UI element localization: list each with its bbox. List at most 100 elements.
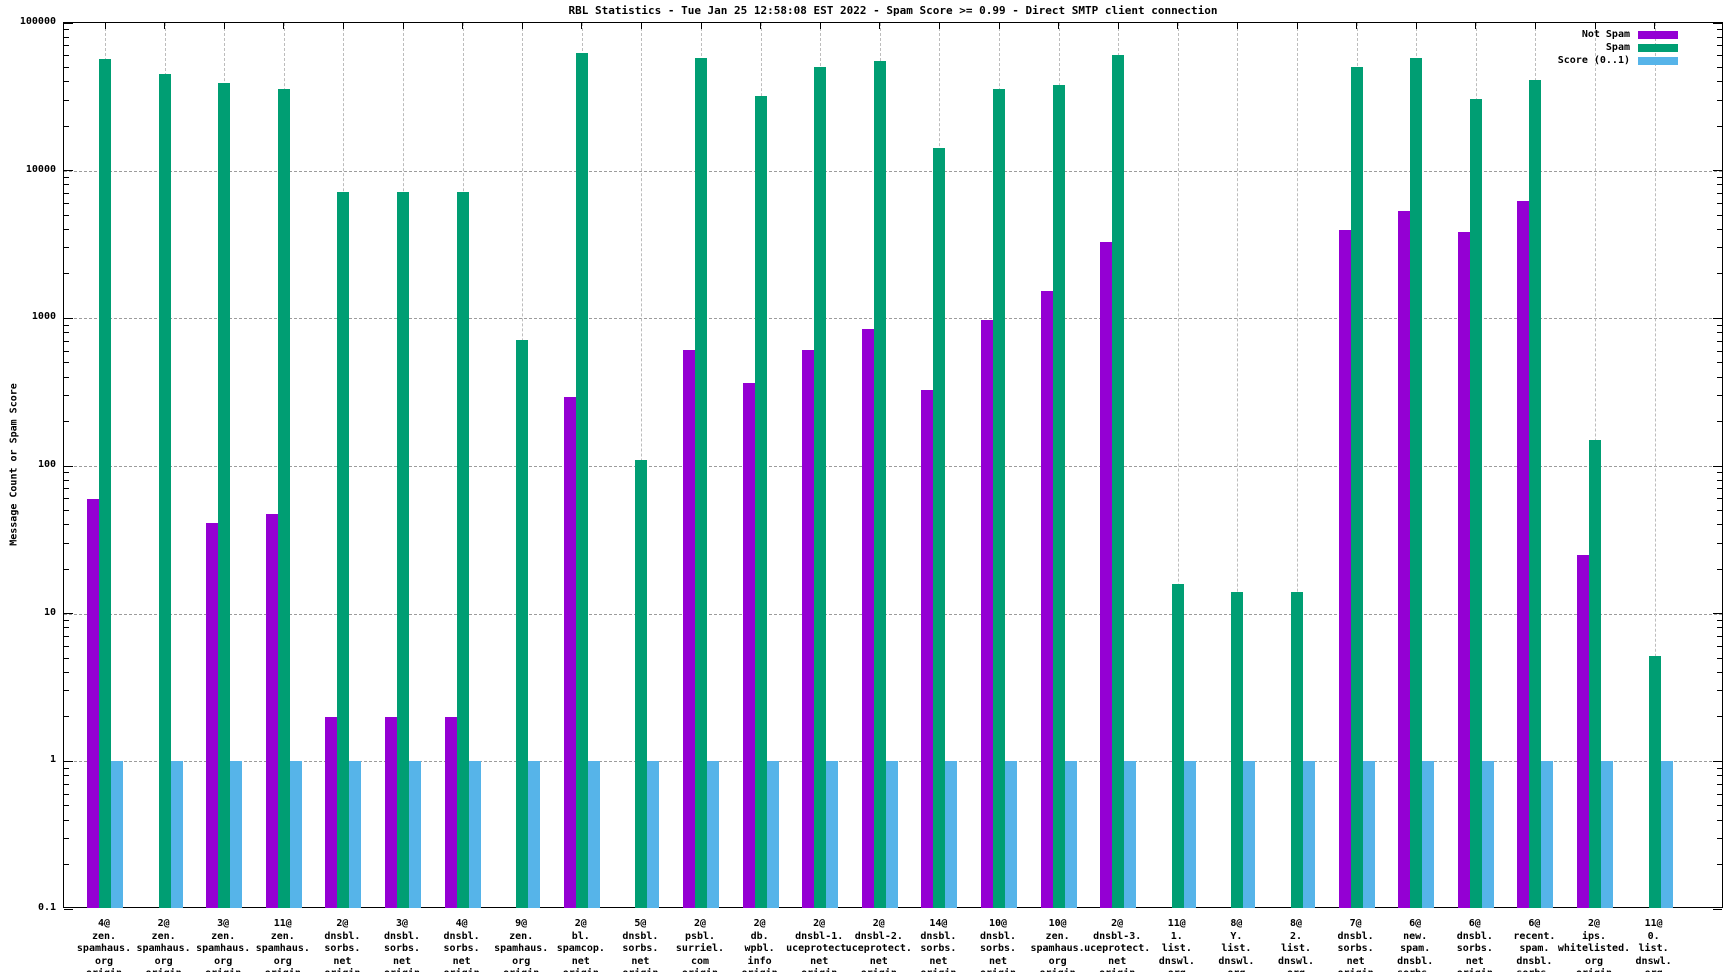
y-minor-tick <box>64 36 69 38</box>
y-minor-tick <box>64 498 69 500</box>
x-top-tick <box>1534 23 1536 29</box>
bar-score-0-1- <box>409 761 421 908</box>
y-minor-tick <box>64 793 69 795</box>
bar-spam <box>218 82 231 908</box>
bar-spam <box>635 459 648 908</box>
x-top-tick <box>1356 23 1358 29</box>
y-tick-label: 0.1 <box>37 902 56 913</box>
y-minor-tick <box>64 340 69 342</box>
legend-item-label: Score (0..1) <box>1557 55 1630 66</box>
y-minor-tick <box>64 657 69 659</box>
bar-score-0-1- <box>885 761 898 908</box>
x-tick-label: 14@ dnsbl. sorbs. net origin <box>920 918 957 972</box>
y-minor-tick <box>64 324 69 326</box>
y-minor-tick <box>1717 362 1722 364</box>
y-tick-label: 10 <box>43 606 56 618</box>
y-minor-tick <box>64 214 69 216</box>
y-minor-tick <box>64 55 69 57</box>
y-minor-tick <box>64 479 69 481</box>
chart-title: RBL Statistics - Tue Jan 25 12:58:08 EST… <box>568 4 1218 17</box>
bar-spam <box>1231 592 1244 908</box>
y-minor-tick <box>1717 247 1722 249</box>
x-top-tick <box>1475 23 1477 29</box>
bar-not-spam <box>921 390 934 908</box>
bar-not-spam <box>861 328 874 908</box>
y-tick-label: 1000 <box>31 311 56 323</box>
y-minor-tick <box>1717 184 1722 186</box>
bar-spam <box>1350 67 1363 908</box>
y-major-tick <box>64 760 73 762</box>
legend: Not Spam Spam Score (0..1) <box>1558 28 1678 67</box>
y-minor-tick <box>1717 29 1722 31</box>
y-minor-tick <box>64 619 69 621</box>
y-major-tick <box>1713 908 1722 910</box>
y-minor-tick <box>64 421 69 423</box>
y-minor-tick <box>1717 45 1722 47</box>
bar-spam <box>695 57 707 908</box>
x-tick-label: 11@ 0. list. dnswl. org origin <box>1635 918 1672 972</box>
y-minor-tick <box>1717 783 1722 785</box>
bar-spam <box>516 340 529 908</box>
x-top-tick <box>521 23 523 29</box>
bar-not-spam <box>87 498 99 908</box>
bar-score-0-1- <box>766 761 779 908</box>
y-minor-tick <box>64 838 69 840</box>
bar-not-spam <box>325 716 338 908</box>
y-minor-tick <box>1717 273 1722 275</box>
bar-score-0-1- <box>1243 761 1256 908</box>
y-minor-tick <box>1717 376 1722 378</box>
bar-score-0-1- <box>528 761 541 908</box>
y-minor-tick <box>1717 479 1722 481</box>
plot-area <box>63 22 1723 910</box>
bar-score-0-1- <box>826 761 839 908</box>
x-top-tick <box>879 23 881 29</box>
y-minor-tick <box>64 184 69 186</box>
x-top-tick <box>462 23 464 29</box>
bar-spam <box>1171 583 1184 908</box>
y-minor-tick <box>64 362 69 364</box>
y-minor-tick <box>64 775 69 777</box>
x-tick-label: 6@ new. spam. dnsbl. sorbs. net origin <box>1397 918 1434 972</box>
y-minor-tick <box>1717 66 1722 68</box>
y-major-tick <box>1713 317 1722 319</box>
legend-swatch-spam <box>1638 43 1678 52</box>
horizontal-gridline <box>64 613 1722 615</box>
y-minor-tick <box>1717 395 1722 397</box>
x-tick-label: 9@ zen. spamhaus. org origin <box>494 918 549 972</box>
y-minor-tick <box>1717 636 1722 638</box>
bar-spam <box>99 59 111 908</box>
x-top-tick <box>640 23 642 29</box>
y-minor-tick <box>1717 627 1722 629</box>
bar-score-0-1- <box>1303 761 1315 908</box>
y-minor-tick <box>1717 819 1722 821</box>
x-tick-label: 4@ zen. spamhaus. org origin <box>76 918 132 972</box>
x-tick-label: 11@ 1. list. dnswl. org origin <box>1158 918 1195 972</box>
y-minor-tick <box>64 645 69 647</box>
y-minor-tick <box>64 472 69 474</box>
x-tick-label: 8@ 2. list. dnswl. org origin <box>1277 918 1315 972</box>
x-tick-label: 8@ Y. list. dnswl. org origin <box>1218 918 1255 972</box>
bar-score-0-1- <box>468 761 481 908</box>
x-top-tick <box>760 23 762 29</box>
bar-spam <box>873 61 886 908</box>
vertical-gridline <box>1177 23 1179 907</box>
horizontal-gridline <box>64 170 1722 172</box>
bar-score-0-1- <box>945 761 958 908</box>
y-minor-tick <box>1717 421 1722 423</box>
y-minor-tick <box>1717 793 1722 795</box>
y-minor-tick <box>64 636 69 638</box>
y-minor-tick <box>64 671 69 673</box>
bar-spam <box>993 88 1005 908</box>
x-tick-label: 2@ db. wpbl. info origin <box>742 918 778 972</box>
y-minor-tick <box>1717 488 1722 490</box>
x-tick-label: 2@ dnsbl-3. uceprotect. net origin <box>1084 918 1151 972</box>
y-major-tick <box>1713 760 1722 762</box>
y-minor-tick <box>1717 324 1722 326</box>
y-minor-tick <box>64 509 69 511</box>
y-minor-tick <box>1717 228 1722 230</box>
bar-spam <box>277 88 290 908</box>
y-minor-tick <box>1717 340 1722 342</box>
bar-score-0-1- <box>111 761 123 908</box>
x-tick-label: 4@ dnsbl. sorbs. net origin <box>443 918 480 972</box>
y-major-tick <box>1713 613 1722 615</box>
